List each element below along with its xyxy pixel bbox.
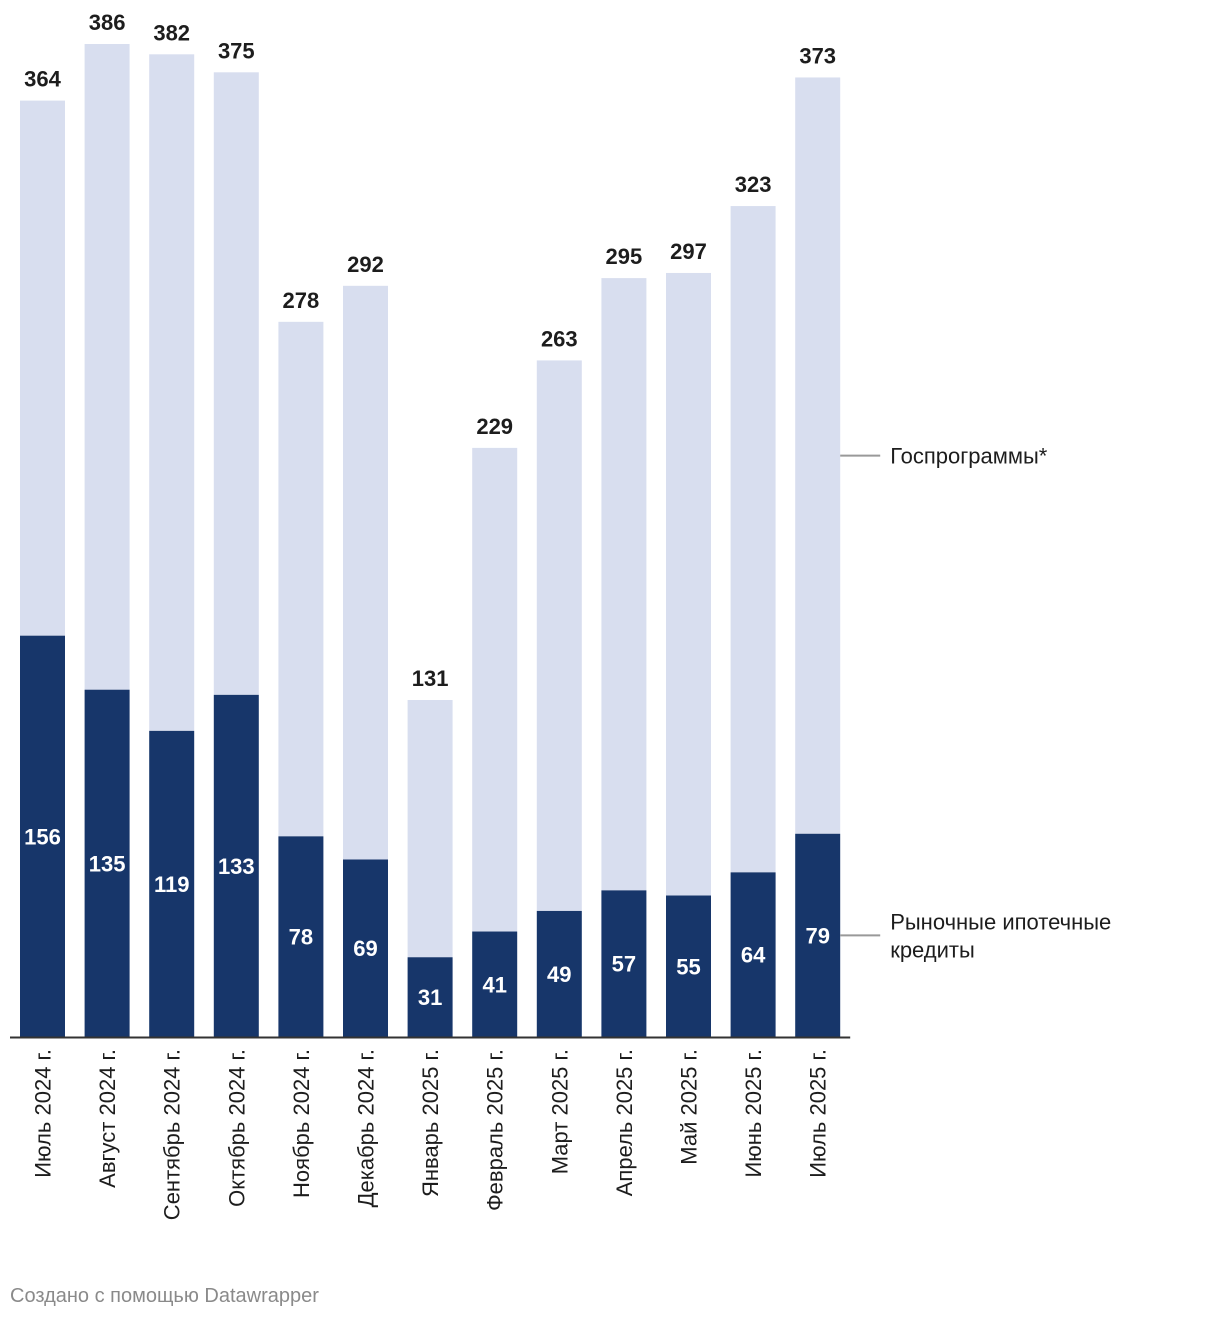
bar-market-label: 78: [289, 925, 313, 950]
bar-total-label: 375: [218, 38, 255, 63]
bar-market-label: 69: [353, 936, 377, 961]
bar-market-segment: [536, 910, 582, 1037]
x-tick-label: Июнь 2025 г.: [741, 1049, 766, 1178]
bar-gov-segment: [795, 77, 841, 834]
x-tick-label: Май 2025 г.: [677, 1049, 702, 1165]
bar-market-segment: [213, 694, 259, 1037]
bar-market-label: 79: [805, 923, 829, 948]
bar-market-label: 55: [676, 954, 700, 979]
x-tick-label: Март 2025 г.: [547, 1049, 572, 1174]
bar-total-label: 382: [153, 20, 190, 45]
bar-gov-segment: [407, 699, 453, 958]
bar-market-segment: [795, 833, 841, 1037]
bar-market-label: 64: [741, 943, 766, 968]
bar-market-label: 135: [89, 851, 126, 876]
bar-gov-segment: [149, 54, 195, 731]
bar-total-label: 131: [412, 666, 449, 691]
bar-total-label: 278: [283, 288, 320, 313]
bar-market-segment: [343, 859, 388, 1037]
bar-market-label: 57: [612, 952, 636, 977]
bar-total-label: 297: [670, 239, 707, 264]
bar-market-label: 156: [24, 824, 61, 849]
bar-market-label: 31: [418, 985, 442, 1010]
bar-market-segment: [149, 730, 195, 1037]
bar-market-label: 119: [154, 872, 190, 897]
bar-gov-segment: [20, 100, 65, 636]
bar-market-segment: [601, 890, 647, 1037]
legend-label-market: Рыночные ипотечные: [890, 909, 1111, 934]
bar-total-label: 323: [735, 172, 772, 197]
bar-market-label: 41: [482, 972, 506, 997]
legend-label-gov: Госпрограммы*: [890, 444, 1048, 469]
x-tick-label: Октябрь 2024 г.: [224, 1049, 249, 1207]
bar-market-segment: [666, 895, 711, 1037]
bar-total-label: 292: [347, 252, 384, 277]
bar-market-segment: [730, 872, 776, 1037]
bar-total-label: 295: [606, 244, 643, 269]
bar-gov-segment: [666, 272, 711, 896]
bar-gov-segment: [343, 285, 388, 860]
x-tick-label: Июль 2025 г.: [806, 1049, 831, 1178]
bar-gov-segment: [278, 321, 324, 837]
bar-market-segment: [278, 836, 324, 1037]
x-tick-label: Декабрь 2024 г.: [354, 1049, 379, 1207]
bar-market-segment: [84, 689, 130, 1037]
bar-total-label: 386: [89, 10, 126, 35]
bar-market-segment: [472, 931, 518, 1037]
x-tick-label: Ноябрь 2024 г.: [289, 1049, 314, 1198]
x-tick-label: Сентябрь 2024 г.: [160, 1049, 185, 1220]
bar-gov-segment: [472, 447, 518, 932]
bar-total-label: 364: [24, 67, 61, 92]
x-tick-label: Февраль 2025 г.: [483, 1049, 508, 1211]
x-tick-label: Январь 2025 г.: [418, 1049, 443, 1197]
x-tick-label: Апрель 2025 г.: [612, 1049, 637, 1196]
bar-gov-segment: [730, 206, 776, 873]
x-tick-label: Июль 2024 г.: [31, 1049, 56, 1178]
bar-gov-segment: [84, 44, 130, 690]
x-tick-label: Август 2024 г.: [95, 1049, 120, 1188]
bar-market-segment: [20, 635, 65, 1037]
legend-label-market: кредиты: [890, 937, 975, 962]
bar-total-label: 373: [799, 43, 836, 68]
bar-total-label: 263: [541, 326, 578, 351]
bar-gov-segment: [601, 278, 647, 891]
bar-gov-segment: [536, 360, 582, 911]
bar-market-label: 49: [547, 962, 571, 987]
bar-gov-segment: [213, 72, 259, 695]
bar-market-label: 133: [218, 854, 255, 879]
bar-market-segment: [407, 957, 453, 1037]
bar-total-label: 229: [476, 414, 513, 439]
footer-credit: Создано с помощью Datawrapper: [10, 1285, 319, 1307]
